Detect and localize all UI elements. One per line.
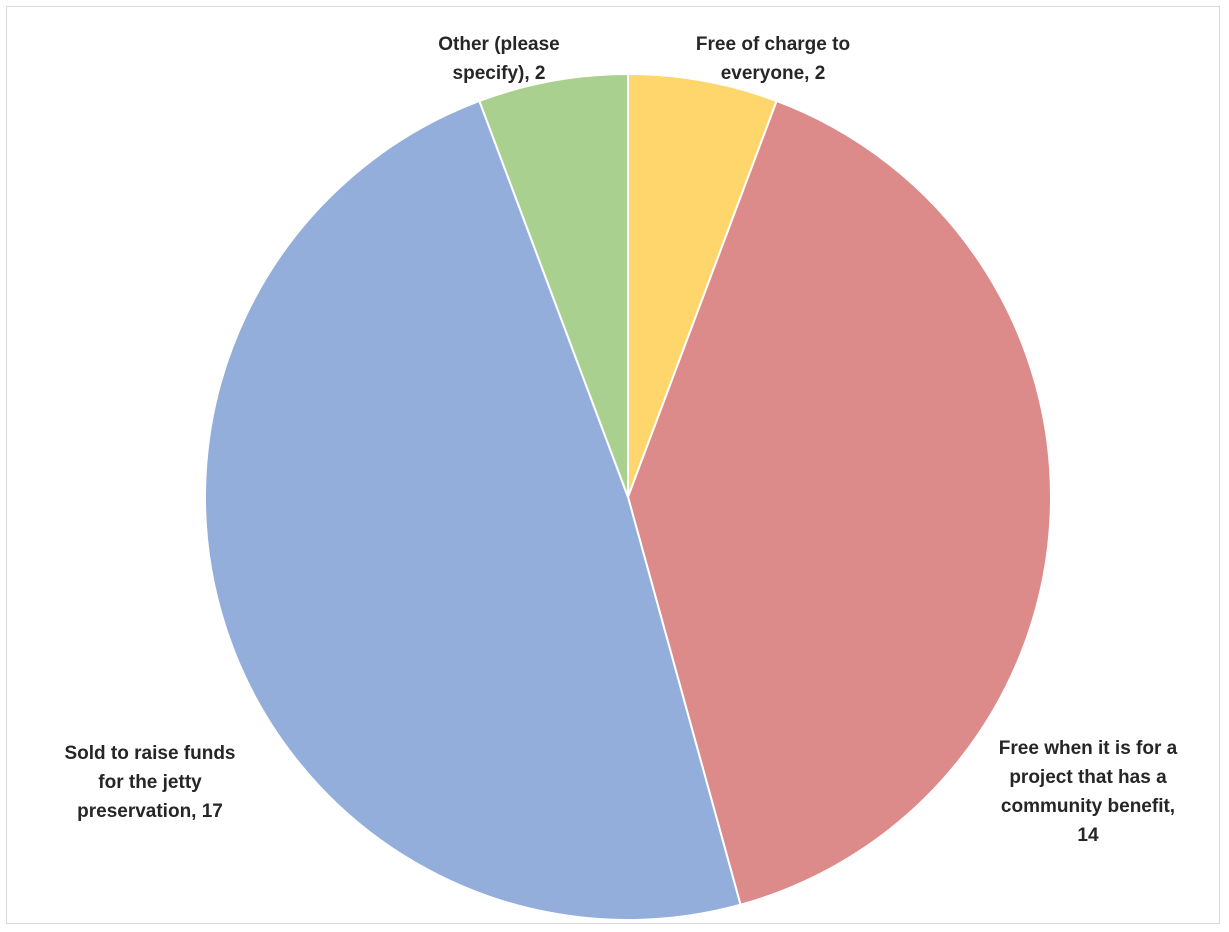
- slice-label-line: for the jetty: [98, 772, 202, 793]
- slice-label-1: Free of charge to everyone, 2: [696, 34, 850, 84]
- pie-slices: [204, 72, 1052, 921]
- slice-label-line: Free of charge to: [696, 34, 850, 55]
- slice-label-3: Sold to raise funds for the jetty preserva…: [64, 743, 235, 822]
- slice-label-line: 14: [1077, 825, 1099, 846]
- slice-label-line: community benefit,: [1001, 796, 1175, 817]
- pie-slice-3: [204, 99, 742, 921]
- pie-slice-1: [627, 72, 778, 498]
- slice-label-line: everyone, 2: [721, 63, 826, 84]
- slice-label-line: Sold to raise funds: [64, 743, 235, 764]
- slice-label-line: preservation, 17: [77, 801, 223, 822]
- slice-label-2: Free when it is for a project that has a c…: [999, 738, 1178, 846]
- slice-label-line: Other (please: [438, 34, 559, 55]
- pie-slice-2: [626, 99, 1052, 906]
- pie-slice-4: [478, 72, 629, 498]
- pie-labels: Free of charge to everyone, 2 Free when it…: [64, 34, 1177, 846]
- slice-label-line: specify), 2: [453, 63, 546, 84]
- slice-label-line: Free when it is for a: [999, 738, 1178, 759]
- slice-label-4: Other (please specify), 2: [438, 34, 559, 84]
- slice-label-line: project that has a: [1009, 767, 1167, 788]
